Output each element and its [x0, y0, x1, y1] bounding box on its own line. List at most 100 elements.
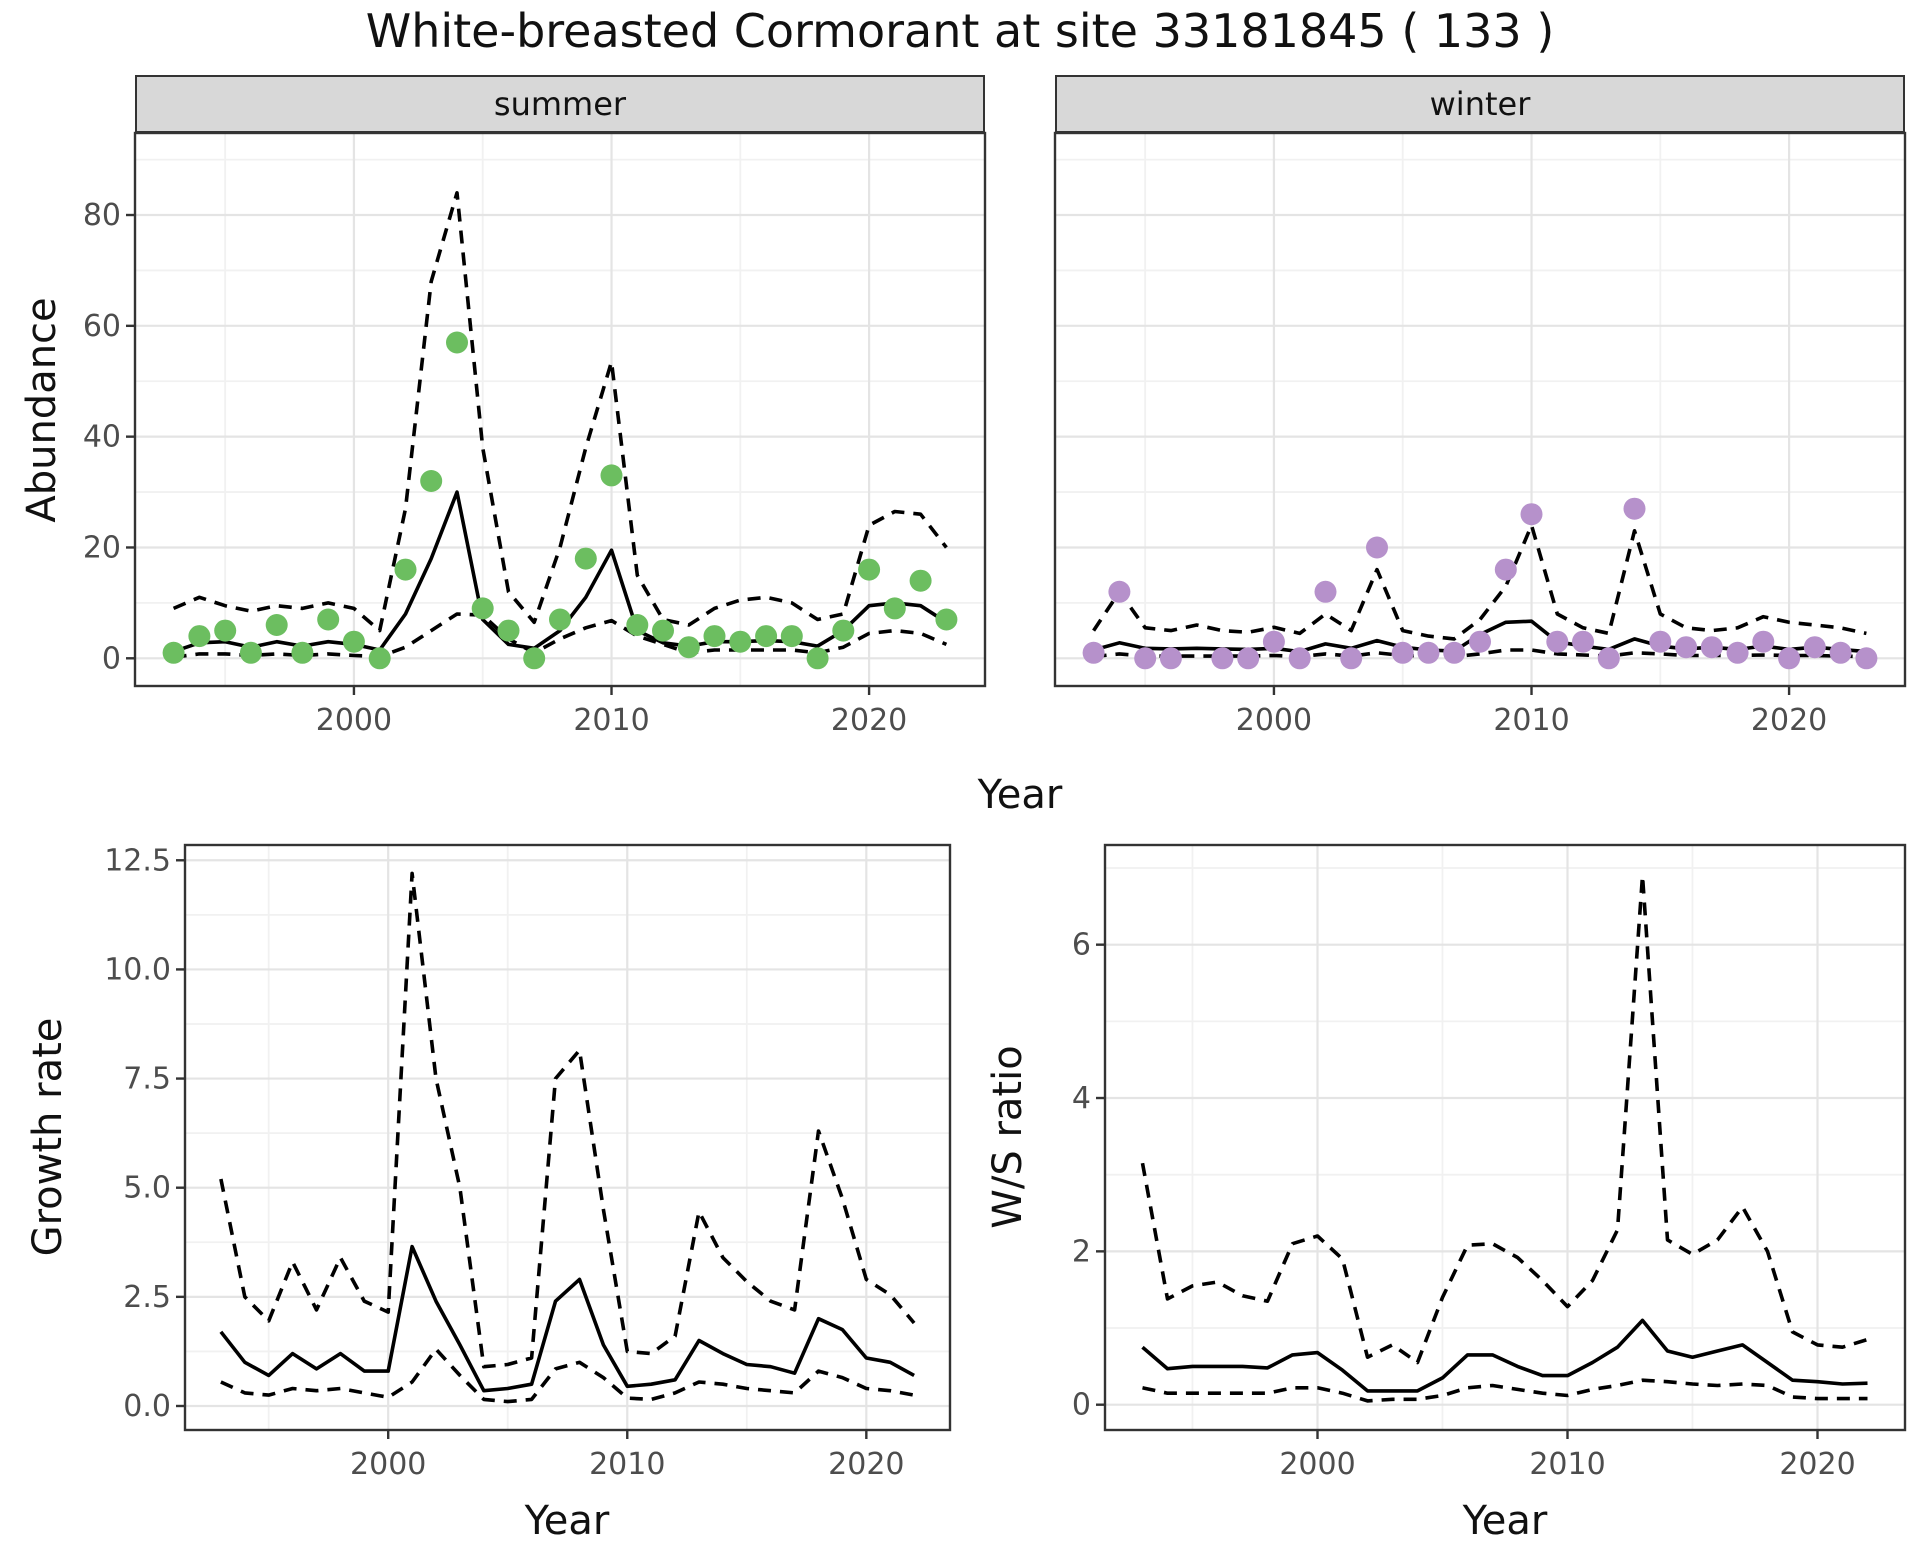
- data-point: [909, 569, 932, 592]
- data-point: [1391, 641, 1414, 664]
- y-tick-label: 12.5: [104, 843, 171, 878]
- data-point: [368, 647, 391, 670]
- x-tick-label: 2000: [316, 703, 392, 738]
- data-point: [1520, 503, 1543, 526]
- series-median-line: [1141, 1318, 1868, 1393]
- data-point: [1726, 641, 1749, 664]
- panel-background: [1105, 845, 1905, 1430]
- data-point: [574, 547, 597, 570]
- data-point: [1778, 647, 1801, 670]
- y-tick-label: 2.5: [123, 1280, 171, 1315]
- facet-strip-winter: winter: [1055, 75, 1905, 133]
- panel-background: [1055, 133, 1905, 686]
- data-point: [446, 331, 468, 354]
- data-point: [755, 625, 778, 648]
- x-axis-title-growth-rate: Year: [524, 1498, 610, 1544]
- panel-border: [1103, 843, 1907, 1432]
- data-point: [162, 641, 185, 664]
- data-point: [1417, 641, 1440, 664]
- series-lower-ci-line: [1142, 1378, 1868, 1403]
- data-point: [1211, 647, 1234, 670]
- data-point: [1829, 641, 1852, 664]
- panel-border: [183, 843, 952, 1432]
- data-point: [1288, 647, 1311, 670]
- series-upper-ci-line: [172, 191, 948, 633]
- data-point: [677, 636, 700, 659]
- data-point: [1237, 647, 1260, 670]
- x-tick-label: 2010: [573, 703, 649, 738]
- data-point: [1366, 536, 1388, 559]
- data-point: [652, 619, 674, 642]
- x-tick-label: 2020: [1779, 1447, 1855, 1482]
- data-point: [1572, 630, 1594, 653]
- data-point: [394, 558, 417, 581]
- data-point: [1855, 647, 1878, 670]
- x-axis-title-ws-ratio: Year: [1462, 1498, 1548, 1544]
- data-point: [883, 597, 906, 620]
- panel-border: [133, 131, 987, 688]
- data-point: [1546, 630, 1569, 653]
- panel-background: [185, 845, 950, 1430]
- data-point: [1469, 630, 1491, 653]
- series-lower-ci-line: [220, 1347, 915, 1404]
- data-point: [1134, 647, 1157, 670]
- x-tick-label: 2010: [1529, 1447, 1605, 1482]
- y-axis-title-ws-ratio: W/S ratio: [985, 1045, 1031, 1229]
- data-point: [291, 641, 314, 664]
- data-point: [1675, 636, 1698, 659]
- data-point: [1082, 641, 1105, 664]
- x-tick-label: 2000: [350, 1447, 426, 1482]
- data-point: [1494, 558, 1517, 581]
- facet-panel-abundance-summer: 2000 2010 2020 0 20 40 60 80: [83, 131, 987, 738]
- y-tick-label: 0: [1072, 1388, 1091, 1423]
- facet-strip-winter-label: winter: [1429, 85, 1531, 123]
- y-tick-label: 60: [83, 309, 121, 344]
- y-tick-label: 5.0: [123, 1171, 171, 1206]
- data-point: [1443, 641, 1466, 664]
- data-point: [420, 470, 443, 492]
- data-point: [1108, 580, 1131, 603]
- x-tick-label: 2020: [831, 703, 907, 738]
- data-point: [858, 558, 881, 581]
- data-point: [471, 597, 494, 620]
- x-axis-title-top: Year: [977, 772, 1063, 818]
- data-point: [780, 625, 803, 648]
- data-point: [1623, 497, 1646, 520]
- y-tick-label: 80: [83, 198, 121, 233]
- data-point: [1597, 647, 1620, 670]
- y-tick-label: 7.5: [123, 1062, 171, 1097]
- series-median-line: [219, 1244, 915, 1393]
- data-point: [265, 614, 288, 636]
- data-point: [1700, 636, 1723, 659]
- data-point: [626, 614, 649, 636]
- facet-strip-summer-label: summer: [493, 85, 627, 123]
- data-point: [832, 619, 855, 642]
- panel-border: [1053, 131, 1907, 688]
- data-point: [342, 630, 365, 653]
- y-tick-label: 0.0: [123, 1389, 171, 1424]
- facet-panel-abundance-winter: 2000 2010 2020: [1053, 131, 1907, 738]
- plot-title: White-breasted Cormorant at site 3318184…: [365, 4, 1555, 58]
- data-point: [1803, 636, 1826, 659]
- x-tick-label: 2000: [1279, 1447, 1355, 1482]
- facet-panel-growth-rate: 2000 2010 2020 0.0 2.5 5.0 7.5 10.0 12.5: [104, 843, 952, 1482]
- data-point: [1262, 630, 1285, 653]
- y-tick-label: 6: [1072, 928, 1091, 963]
- data-point: [806, 647, 829, 670]
- x-tick-label: 2010: [589, 1447, 665, 1482]
- y-tick-label: 40: [83, 420, 121, 455]
- series-upper-ci-line: [1092, 523, 1867, 641]
- panel-background: [135, 133, 985, 686]
- data-points: [1082, 497, 1878, 670]
- data-point: [1159, 647, 1182, 670]
- data-point: [600, 464, 623, 487]
- y-tick-label: 4: [1072, 1081, 1091, 1116]
- data-point: [214, 619, 237, 642]
- facet-strip-summer: summer: [135, 75, 985, 133]
- data-point: [703, 625, 726, 648]
- data-point: [1340, 647, 1363, 670]
- y-tick-label: 10.0: [104, 952, 171, 987]
- y-tick-label: 2: [1072, 1234, 1091, 1269]
